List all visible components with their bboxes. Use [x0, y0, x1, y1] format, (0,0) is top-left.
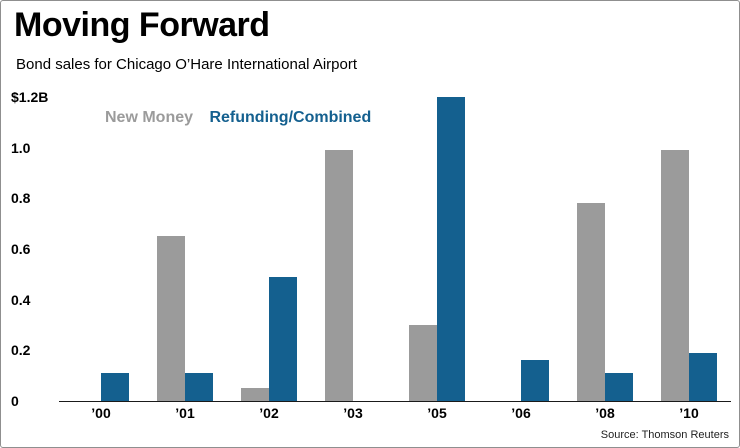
bar-group — [325, 97, 381, 401]
refunding-bar — [185, 373, 213, 401]
refunding-bar — [521, 360, 549, 401]
legend-new-money: New Money — [105, 109, 194, 126]
refunding-bar — [437, 97, 465, 401]
bar-group — [157, 97, 213, 401]
legend-refunding: Refunding/Combined — [209, 109, 372, 126]
chart-title: Moving Forward — [14, 6, 270, 44]
x-tick-label: ’06 — [511, 405, 531, 421]
chart-subtitle: Bond sales for Chicago O’Hare Internatio… — [16, 56, 358, 73]
y-tick-label: 0.2 — [11, 342, 31, 359]
y-tick-label: 0.4 — [11, 291, 31, 308]
chart-legend: New Money Refunding/Combined — [105, 109, 383, 127]
new-money-bar — [325, 150, 353, 401]
bar-group — [73, 97, 129, 401]
new-money-bar — [157, 236, 185, 401]
plot-area: New Money Refunding/Combined — [59, 97, 731, 402]
source-credit: Source: Thomson Reuters — [600, 429, 729, 441]
new-money-bar — [577, 203, 605, 401]
x-tick-label: ’10 — [679, 405, 699, 421]
new-money-bar — [409, 325, 437, 401]
x-tick-label: ’08 — [595, 405, 615, 421]
x-tick-label: ’01 — [175, 405, 195, 421]
bar-group — [493, 97, 549, 401]
x-tick-label: ’05 — [427, 405, 447, 421]
y-tick-label: 0.8 — [11, 190, 31, 207]
bar-group — [577, 97, 633, 401]
refunding-bar — [605, 373, 633, 401]
new-money-bar — [241, 388, 269, 401]
new-money-bar — [661, 150, 689, 401]
y-tick-label: 0.6 — [11, 241, 31, 257]
y-tick-label: $1.2B — [11, 89, 49, 105]
x-tick-label: ’03 — [343, 405, 363, 421]
bar-group — [661, 97, 717, 401]
y-tick-label: 0 — [11, 393, 19, 409]
refunding-bar — [101, 373, 129, 401]
x-axis: ’00 ’01 ’02 ’03 ’05 ’06 ’08 ’10 — [59, 405, 731, 421]
bar-group — [409, 97, 465, 401]
bar-groups — [59, 97, 731, 401]
bar-group — [241, 97, 297, 401]
y-tick-label: 1.0 — [11, 139, 31, 156]
x-tick-label: ’02 — [259, 405, 279, 421]
y-axis: $1.2B 1.0 0.8 0.6 0.4 0.2 0 — [11, 89, 57, 409]
refunding-bar — [269, 276, 297, 401]
refunding-bar — [689, 352, 717, 401]
x-tick-label: ’00 — [91, 405, 111, 421]
